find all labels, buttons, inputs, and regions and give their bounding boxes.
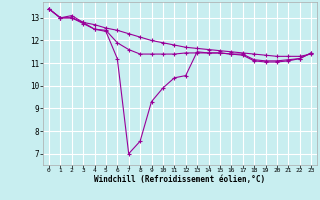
X-axis label: Windchill (Refroidissement éolien,°C): Windchill (Refroidissement éolien,°C) [94,175,266,184]
